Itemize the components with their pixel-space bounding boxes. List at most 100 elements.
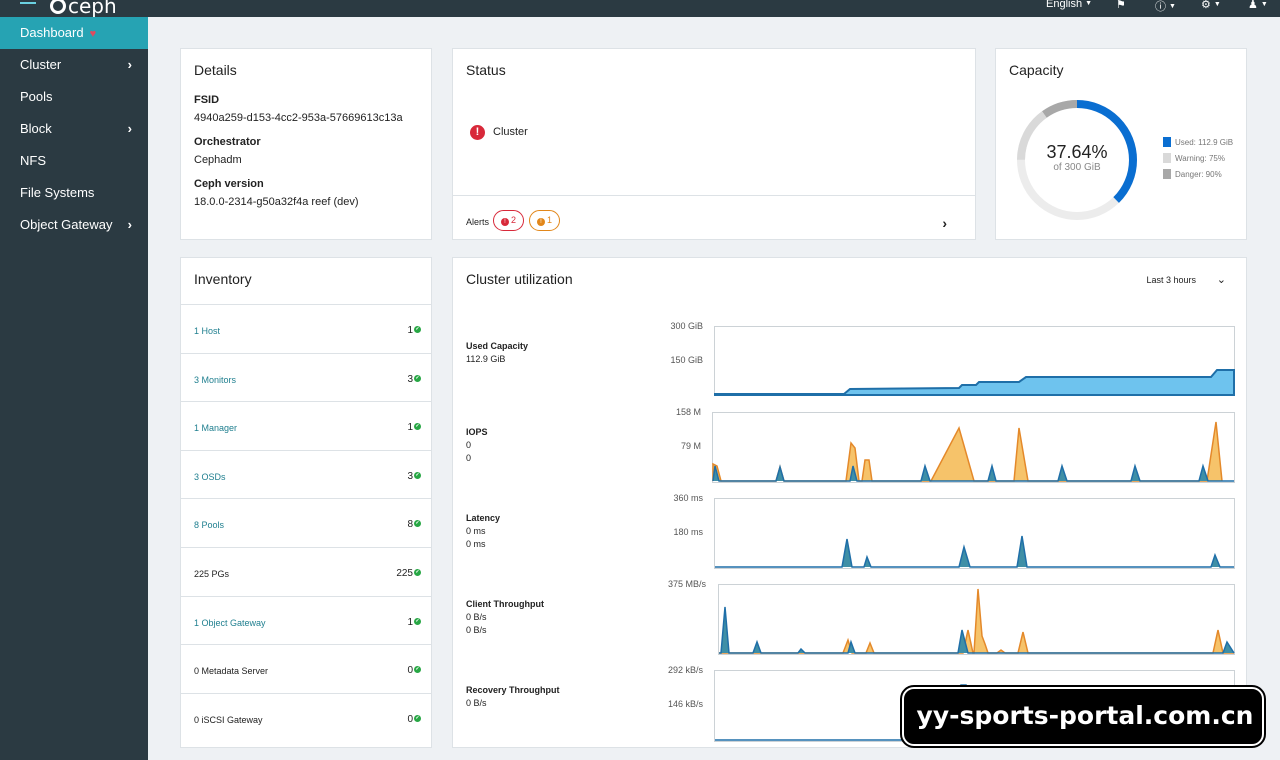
legend-used[interactable]: Used: 112.9 GiB [1163, 137, 1233, 147]
legend-danger[interactable]: Danger: 90% [1163, 169, 1222, 179]
legend-warning[interactable]: Warning: 75% [1163, 153, 1225, 163]
inventory-count: 0 [407, 665, 413, 677]
tick-label: 79 M [680, 441, 701, 451]
watermark-banner: yy-sports-portal.com.cn [900, 685, 1266, 748]
inventory-count: 3 [407, 373, 413, 385]
inventory-label: 225 PGs [194, 569, 230, 579]
check-circle-icon: ✓ [414, 423, 421, 431]
details-title: Details [194, 62, 237, 78]
error-icon: ! [500, 218, 509, 226]
chevron-right-icon: › [127, 217, 132, 232]
tick-label: 292 kB/s [667, 665, 703, 675]
warning-alerts-badge[interactable]: ! 1 [529, 210, 560, 231]
sidebar-item-cluster[interactable]: Cluster › [0, 49, 148, 81]
inventory-row[interactable]: 8 Pools 8 ✓ [181, 498, 431, 546]
check-circle-icon: ✓ [414, 326, 421, 333]
inventory-label[interactable]: 1 Object Gateway [194, 617, 266, 628]
inventory-row[interactable]: 3 OSDs 3 ✓ [181, 449, 431, 498]
details-card: Details FSID 4940a259-d153-4cc2-953a-576… [180, 48, 432, 240]
metric-iops-read: 0 [466, 440, 472, 450]
fsid-value: 4940a259-d153-4cc2-953a-57669613c13a [194, 112, 403, 124]
tick-label: 158 M [675, 407, 701, 417]
metric-latency-write: 0 ms [466, 539, 486, 549]
inventory-label[interactable]: 3 OSDs [194, 471, 226, 482]
tick-label: 150 GiB [670, 355, 703, 365]
tick-label: 180 ms [673, 527, 703, 537]
check-circle-icon: ✓ [414, 520, 421, 528]
inventory-label[interactable]: 8 Pools [194, 520, 225, 531]
utilization-card: Cluster utilization Last 3 hours ⌄ Used … [452, 257, 1247, 748]
inventory-row: 225 PGs 225 ✓ [181, 547, 431, 595]
ceph-logo[interactable]: ceph [50, 0, 117, 18]
metric-latency-read: 0 ms [466, 526, 486, 536]
capacity-total: of 300 GiB [1053, 162, 1101, 173]
sidebar-item-object-gateway[interactable]: Object Gateway › [0, 209, 148, 241]
inventory-count: 1 [407, 616, 413, 628]
donut-used-segment [1017, 100, 1137, 220]
alerts-label: Alerts [466, 217, 490, 227]
client-throughput-read-series [719, 606, 1235, 654]
inventory-row[interactable]: 3 Monitors 3 ✓ [181, 352, 431, 401]
iops-chart [712, 412, 1235, 483]
error-icon: ! [470, 125, 485, 140]
metric-recovery-throughput-value: 0 B/s [466, 698, 487, 708]
metric-latency-label: Latency [466, 513, 501, 523]
critical-alerts-badge[interactable]: ! 2 [493, 210, 524, 231]
orchestrator-label: Orchestrator [194, 136, 261, 148]
inventory-row[interactable]: 1 Object Gateway 1 ✓ [181, 595, 431, 644]
inventory-count: 1 [407, 422, 413, 434]
top-navbar: ceph English ▼ ⚑ ⓘ ▼ ⚙ ▼ ♟ ▼ [0, 0, 1280, 18]
chevron-right-icon: › [127, 57, 132, 72]
cluster-status-label[interactable]: Cluster [493, 126, 528, 138]
metric-used-capacity-value: 112.9 GiB [466, 354, 506, 364]
check-circle-icon: ✓ [414, 471, 421, 479]
sidebar: Dashboard ♥ Cluster › Pools Block › NFS Fil… [0, 17, 148, 760]
orchestrator-value: Cephadm [194, 154, 242, 166]
inventory-row: 0 Metadata Server 0 ✓ [181, 644, 431, 692]
divider [453, 195, 975, 196]
metric-client-throughput-write: 0 B/s [466, 625, 487, 635]
metric-client-throughput-read: 0 B/s [466, 612, 487, 622]
help-icon[interactable]: ⓘ ▼ [1155, 1, 1176, 13]
inventory-count: 1 [407, 325, 413, 336]
chevron-down-icon[interactable]: ⌄ [1216, 274, 1226, 286]
inventory-row: 0 iSCSI Gateway 0 ✓ [181, 692, 431, 741]
check-circle-icon: ✓ [414, 666, 421, 674]
inventory-row[interactable]: 1 Host 1 ✓ [181, 304, 431, 352]
metric-recovery-throughput-label: Recovery Throughput [466, 685, 560, 695]
bell-icon[interactable]: ⚑ [1116, 0, 1126, 11]
user-icon[interactable]: ♟ ▼ [1248, 0, 1268, 11]
inventory-label[interactable]: 3 Monitors [194, 374, 237, 385]
inventory-count: 8 [407, 519, 413, 531]
capacity-donut [1017, 100, 1137, 220]
version-value: 18.0.0-2314-g50a32f4a reef (dev) [194, 196, 359, 208]
time-range-select[interactable]: Last 3 hours [1146, 275, 1196, 285]
inventory-count: 3 [407, 470, 413, 482]
sidebar-item-nfs[interactable]: NFS [20, 153, 46, 168]
status-card: Status ! Cluster Alerts ! 2 ! 1 › [452, 48, 976, 240]
sidebar-item-pools[interactable]: Pools [20, 89, 53, 104]
check-circle-icon: ✓ [414, 569, 421, 576]
inventory-label[interactable]: 1 Manager [194, 423, 238, 434]
chevron-right-icon[interactable]: › [942, 215, 947, 231]
capacity-title: Capacity [1009, 62, 1064, 78]
sidebar-item-block[interactable]: Block › [0, 113, 148, 145]
sidebar-item-dashboard[interactable]: Dashboard ♥ [0, 17, 148, 49]
inventory-count: 225 [396, 568, 413, 579]
inventory-label[interactable]: 1 Host [194, 326, 221, 336]
chevron-right-icon: › [127, 121, 132, 136]
latency-series [715, 535, 1234, 568]
gear-icon[interactable]: ⚙ ▼ [1201, 0, 1221, 11]
language-selector[interactable]: English ▼ [1046, 0, 1093, 10]
sidebar-item-file-systems[interactable]: File Systems [20, 185, 95, 200]
tick-label: 360 ms [673, 493, 703, 503]
metric-iops-write: 0 [466, 453, 472, 463]
inventory-title: Inventory [194, 271, 252, 287]
inventory-label: 0 iSCSI Gateway [194, 714, 263, 725]
tick-label: 375 MB/s [667, 579, 706, 589]
version-label: Ceph version [194, 178, 264, 190]
inventory-row[interactable]: 1 Manager 1 ✓ [181, 401, 431, 449]
used-capacity-chart [714, 326, 1235, 396]
watermark-text: yy-sports-portal.com.cn [916, 701, 1254, 730]
menu-toggle-icon[interactable] [20, 0, 36, 9]
